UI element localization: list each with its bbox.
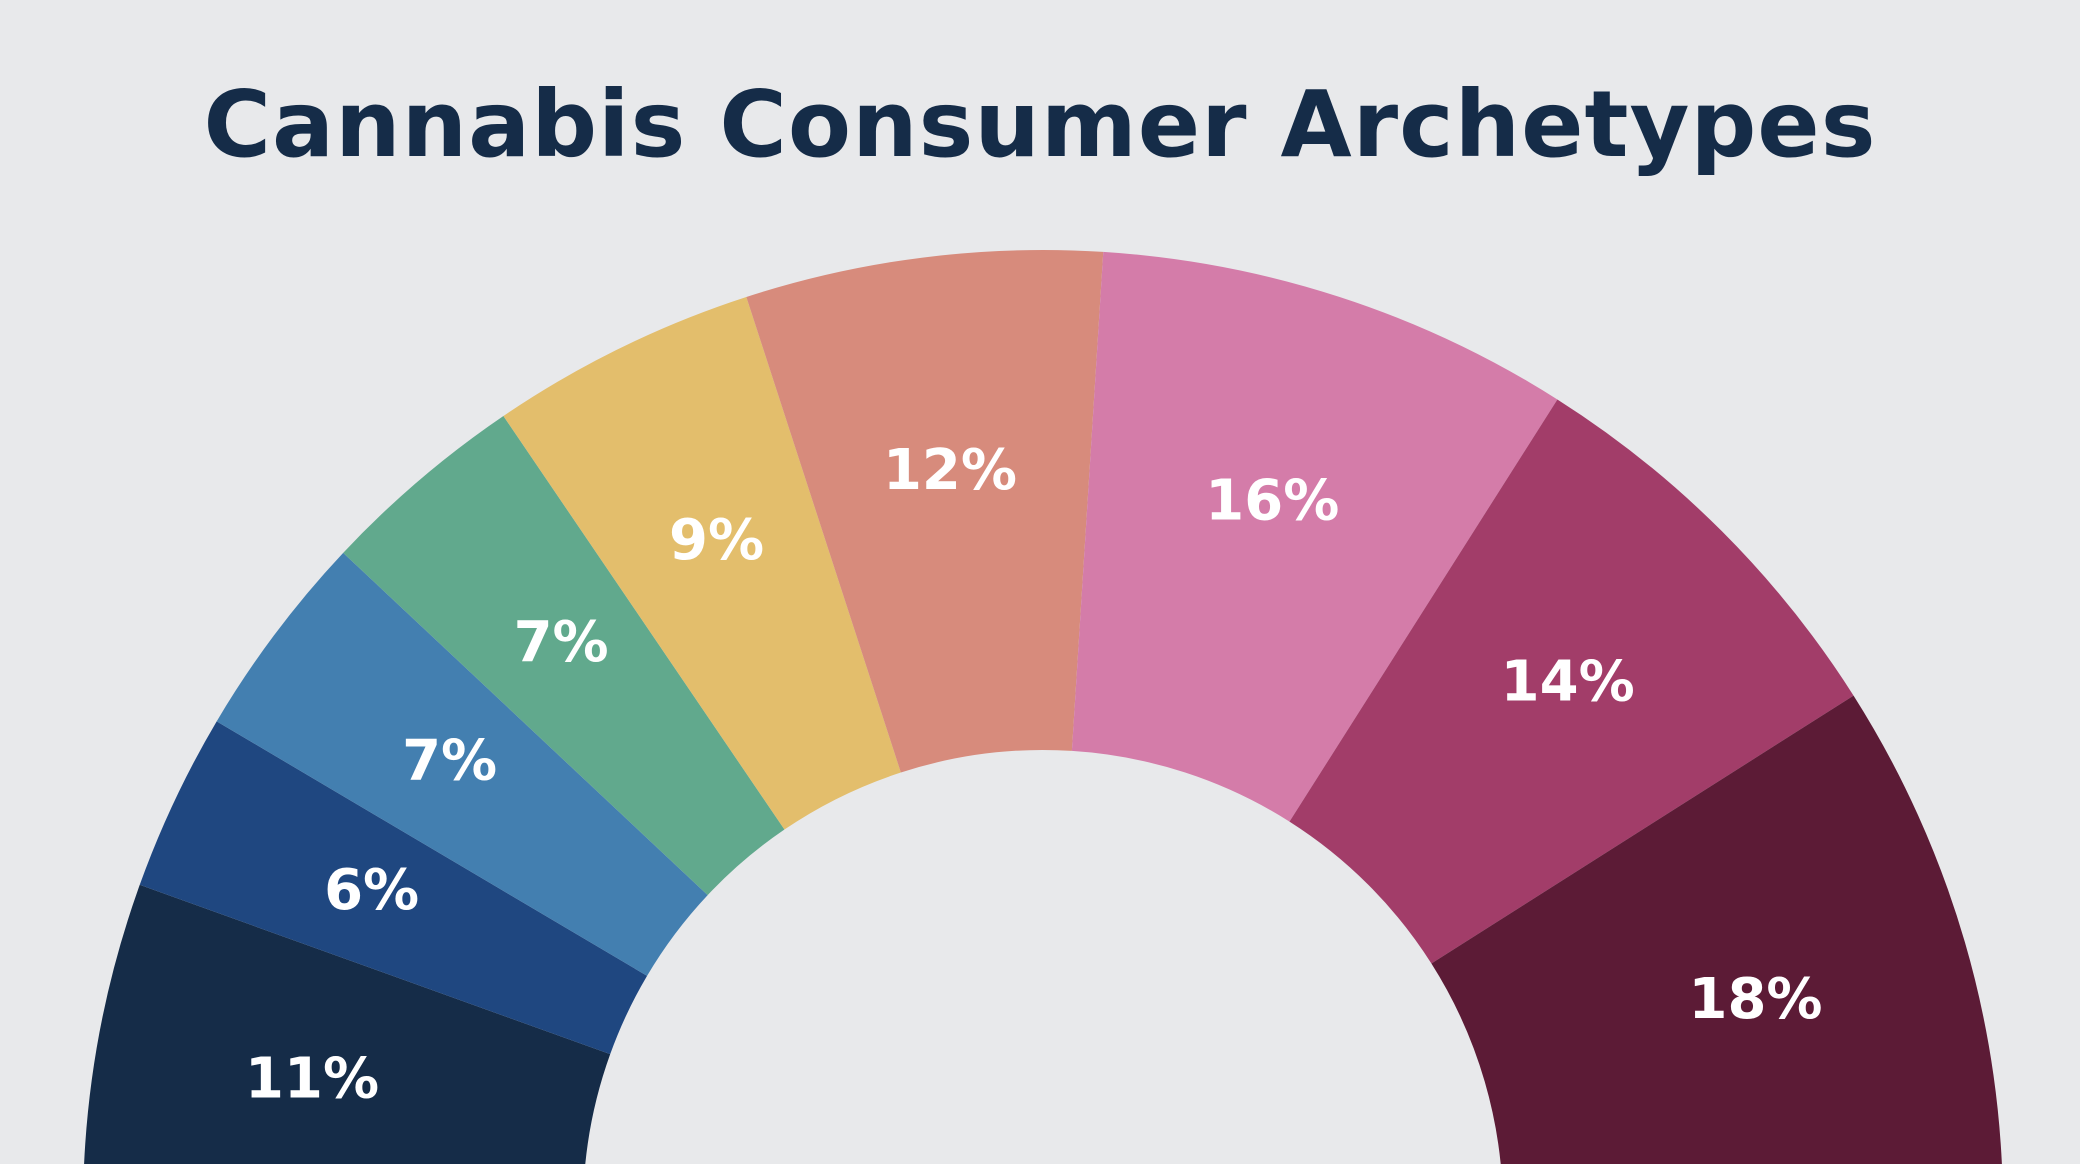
slice-label-5: 9%	[669, 508, 764, 573]
slice-4	[343, 416, 785, 896]
slice-6	[746, 250, 1104, 773]
slice-label-6: 12%	[883, 438, 1017, 503]
slice-label-9: 18%	[1689, 967, 1823, 1032]
slice-1	[84, 884, 611, 1164]
slice-3	[216, 552, 708, 976]
slice-9	[1431, 695, 2002, 1164]
chart-title: Cannabis Consumer Archetypes	[203, 71, 1877, 178]
slice-label-4: 7%	[514, 610, 609, 675]
slice-2	[139, 721, 648, 1055]
slice-7	[1071, 251, 1558, 822]
slice-label-1: 11%	[245, 1047, 379, 1112]
slice-5	[503, 296, 901, 830]
slice-label-2: 6%	[324, 858, 419, 923]
slice-label-8: 14%	[1501, 649, 1635, 714]
slice-8	[1289, 399, 1854, 964]
slice-label-7: 16%	[1205, 468, 1339, 533]
slice-label-3: 7%	[402, 729, 497, 794]
